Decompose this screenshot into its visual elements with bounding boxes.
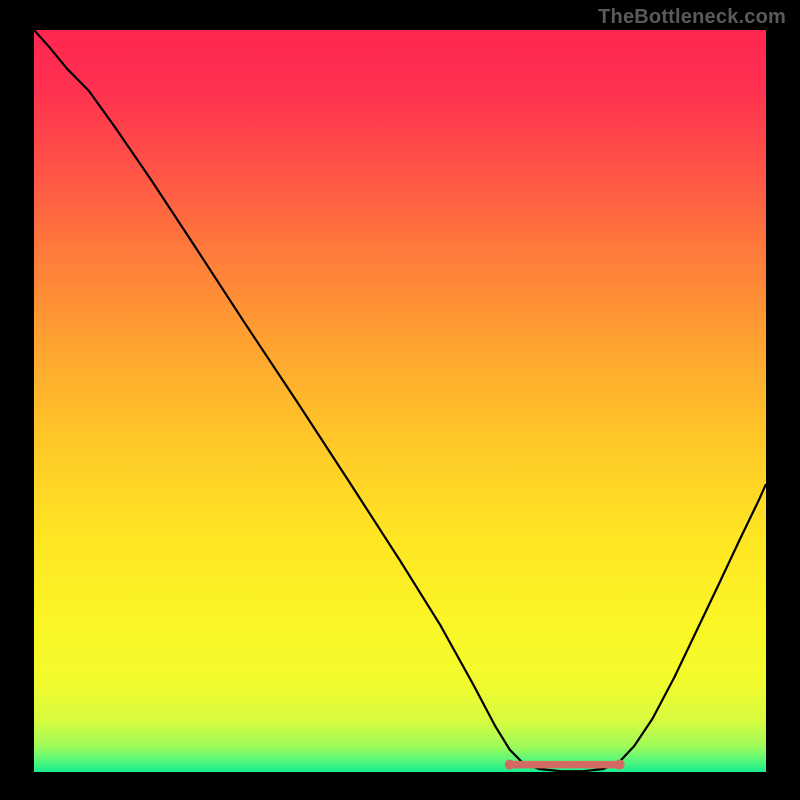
plot-area xyxy=(34,30,766,772)
watermark-text: TheBottleneck.com xyxy=(598,6,786,29)
canvas: TheBottleneck.com xyxy=(0,0,800,800)
background-gradient xyxy=(34,30,766,772)
